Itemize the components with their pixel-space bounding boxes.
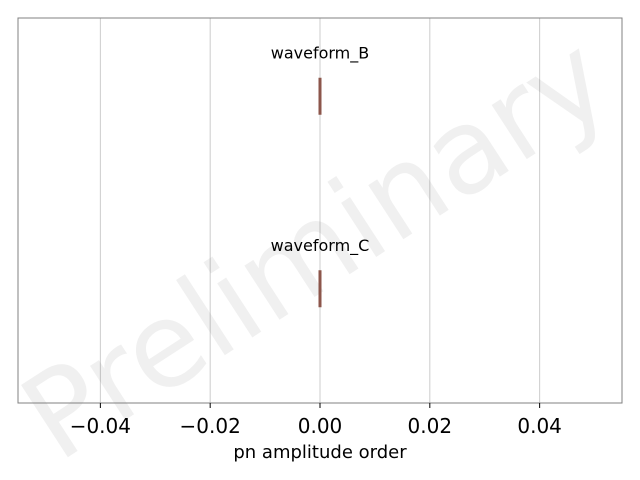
series-label: waveform_B (271, 43, 369, 63)
x-axis-ticks: −0.04 −0.02 0.00 0.02 0.04 (70, 403, 562, 438)
series-label: waveform_C (271, 236, 370, 256)
x-tick-label: 0.00 (298, 414, 343, 438)
x-tick-label: −0.02 (180, 414, 241, 438)
x-axis-label: pn amplitude order (233, 442, 407, 463)
box-waveform_C: waveform_C (271, 236, 370, 308)
box-waveform_B: waveform_B (271, 43, 369, 115)
plot-area: waveform_B waveform_C (271, 43, 370, 308)
x-tick-label: 0.02 (408, 414, 453, 438)
x-tick-label: 0.04 (517, 414, 562, 438)
x-tick-label: −0.04 (70, 414, 131, 438)
